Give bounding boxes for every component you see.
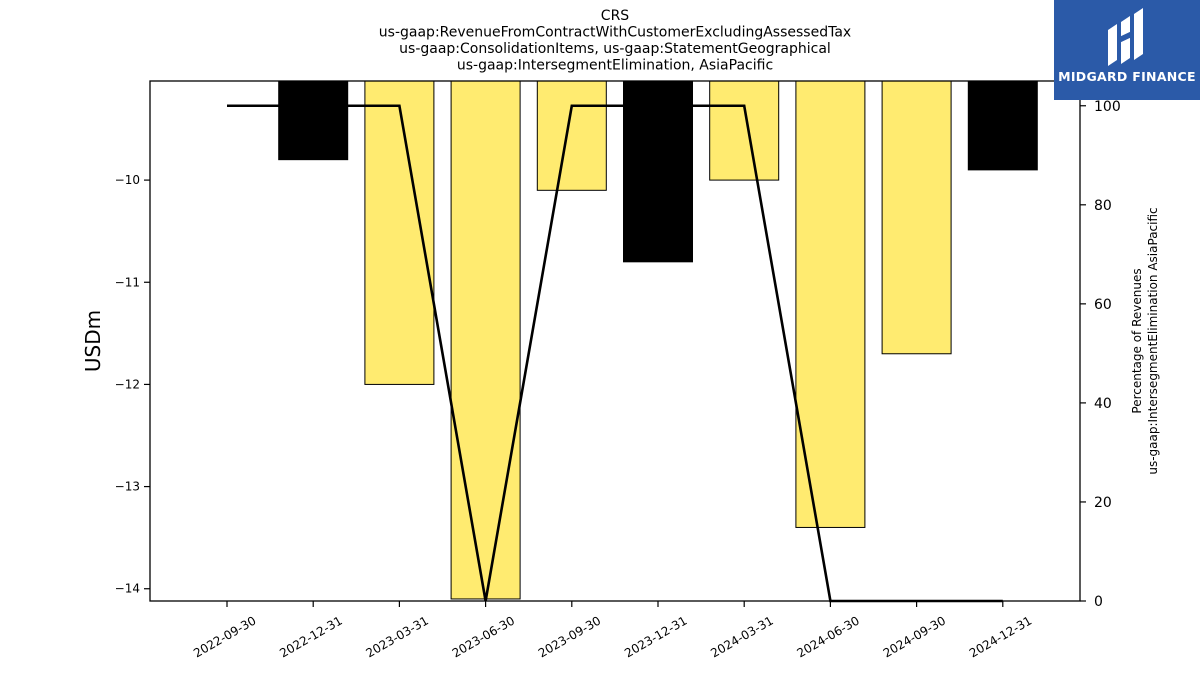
y2-tick-label: 0 bbox=[1094, 594, 1103, 610]
x-tick-label: 2024-09-30 bbox=[881, 613, 948, 660]
bar bbox=[881, 80, 952, 355]
logo-text: MIDGARD FINANCE bbox=[1058, 69, 1196, 84]
bar bbox=[364, 80, 435, 385]
bar bbox=[709, 80, 780, 181]
y2-tick-label: 60 bbox=[1094, 297, 1112, 313]
x-tick-label: 2023-06-30 bbox=[450, 613, 517, 660]
y2-tick-label: 40 bbox=[1094, 396, 1112, 412]
y-tick-label: −11 bbox=[115, 275, 140, 289]
y2-tick-label: 80 bbox=[1094, 198, 1112, 214]
x-tick-label: 2023-12-31 bbox=[622, 613, 689, 660]
chart-title-line: CRS bbox=[601, 8, 630, 24]
x-tick-label: 2024-12-31 bbox=[967, 613, 1034, 660]
x-tick-label: 2023-03-31 bbox=[363, 613, 430, 660]
y-tick-label: −14 bbox=[115, 582, 140, 596]
chart-title-line: us-gaap:RevenueFromContractWithCustomerE… bbox=[379, 25, 851, 41]
y-tick-label: −10 bbox=[115, 173, 140, 187]
bar bbox=[795, 80, 866, 528]
bar bbox=[536, 80, 607, 191]
chart-title-line: us-gaap:ConsolidationItems, us-gaap:Stat… bbox=[399, 41, 831, 57]
bar bbox=[623, 80, 693, 263]
bar bbox=[278, 80, 349, 161]
x-tick-label: 2022-09-30 bbox=[191, 613, 258, 660]
x-tick-label: 2022-12-31 bbox=[277, 613, 344, 660]
y-axis-label: USDm bbox=[81, 310, 105, 372]
y2-tick-label: 100 bbox=[1094, 99, 1121, 115]
y-tick-label: −12 bbox=[115, 377, 140, 391]
bar bbox=[450, 80, 521, 600]
brand-logo: MIDGARD FINANCE bbox=[1054, 0, 1200, 100]
y2-tick-label: 20 bbox=[1094, 495, 1112, 511]
y2-axis-label: us-gaap:IntersegmentElimination AsiaPaci… bbox=[1146, 207, 1160, 474]
y2-axis-label: Percentage of Revenues bbox=[1130, 268, 1144, 413]
chart-title-line: us-gaap:IntersegmentElimination, AsiaPac… bbox=[457, 58, 773, 74]
y-tick-label: −13 bbox=[115, 480, 140, 494]
x-tick-label: 2024-06-30 bbox=[794, 613, 861, 660]
bar bbox=[967, 80, 1038, 171]
logo-mark-icon bbox=[1108, 8, 1143, 66]
x-tick-label: 2023-09-30 bbox=[536, 613, 603, 660]
x-tick-label: 2024-03-31 bbox=[708, 613, 775, 660]
plot-frame bbox=[149, 80, 1081, 602]
